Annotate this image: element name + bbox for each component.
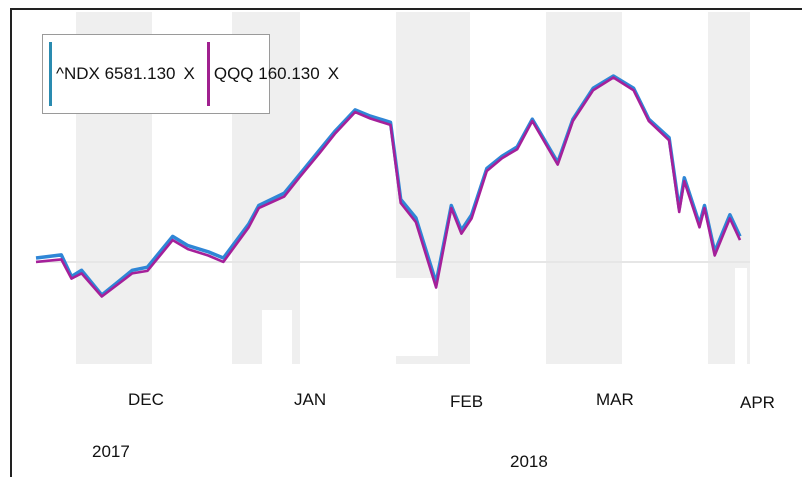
- mask-right: [735, 268, 747, 364]
- legend-swatch-qqq: [206, 42, 210, 106]
- chart-frame: [10, 8, 802, 477]
- legend-swatch-ndx: [49, 42, 52, 106]
- series-line-ndx: [35, 74, 742, 297]
- mask-left: [262, 310, 292, 364]
- x-tick-jan: JAN: [294, 390, 327, 409]
- remove-qqq-icon[interactable]: X: [327, 64, 340, 83]
- legend-label-qqq: QQQ 160.130: [213, 64, 320, 83]
- series-lines: [35, 74, 742, 298]
- weekend-bands: [76, 12, 750, 364]
- x-year-2018: 2018: [510, 452, 548, 471]
- series-line-qqq: [35, 76, 742, 298]
- x-tick-apr: APR: [740, 393, 775, 412]
- x-year-2017: 2017: [92, 442, 130, 461]
- legend-item-ndx[interactable]: ^NDX 6581.130 X: [49, 42, 201, 106]
- mask-center: [370, 278, 438, 356]
- legend-label-ndx: ^NDX 6581.130: [56, 64, 176, 83]
- x-tick-dec: DEC: [128, 390, 164, 409]
- masked-regions: [262, 268, 747, 364]
- x-tick-feb: FEB: [450, 392, 484, 411]
- x-tick-mar: MAR: [596, 390, 634, 409]
- band-3: [546, 12, 622, 364]
- legend: ^NDX 6581.130 X QQQ 160.130 X: [42, 34, 339, 114]
- remove-ndx-icon[interactable]: X: [183, 64, 195, 83]
- legend-item-qqq[interactable]: QQQ 160.130 X: [206, 42, 345, 106]
